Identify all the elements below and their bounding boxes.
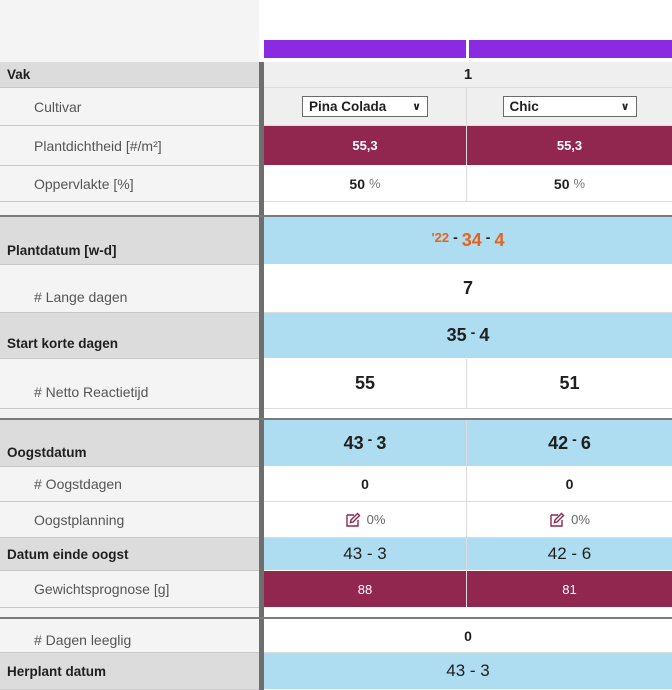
row-start-korte-dagen: Start korte dagen 35 - 4 xyxy=(0,313,672,359)
row-label: # Dagen leeglig xyxy=(0,619,259,653)
percent-unit: % xyxy=(369,176,381,191)
label-column-divider xyxy=(259,62,264,690)
row-label: # Oogstdagen xyxy=(0,467,259,502)
row-label: # Netto Reactietijd xyxy=(0,359,259,409)
row-label: Start korte dagen xyxy=(0,313,259,359)
row-plantdatum: Plantdatum [w-d] '22 - 34 - 4 xyxy=(0,217,672,265)
oogstplanning-cell-2[interactable]: 0% xyxy=(467,502,672,538)
oogst-day: 6 xyxy=(580,432,591,453)
oogstplanning-cell-1[interactable]: 0% xyxy=(264,502,467,538)
row-label: Oogstplanning xyxy=(0,502,259,538)
oogstdagen-value-1[interactable]: 0 xyxy=(264,467,467,502)
column-header-bar-2[interactable] xyxy=(469,40,672,58)
oppervlakte-value: 50 xyxy=(349,175,365,192)
row-label: Plantdichtheid [#/m²] xyxy=(0,126,259,166)
netto-value-1[interactable]: 55 xyxy=(264,359,467,409)
oogst-day: 3 xyxy=(376,432,387,453)
einde-oogst-value-2: 42 - 6 xyxy=(467,538,672,571)
herplant-value: 43 - 3 xyxy=(264,653,672,690)
top-left-corner xyxy=(0,0,259,62)
cultivar-select-1[interactable]: Pina Colada ∨ xyxy=(302,96,428,117)
row-label: Herplant datum xyxy=(0,653,259,690)
row-label: Oppervlakte [%] xyxy=(0,166,259,202)
gap-label-area xyxy=(0,608,259,618)
section-divider xyxy=(0,418,672,420)
oogstplanning-percent: 0% xyxy=(571,512,590,527)
section-gap xyxy=(0,608,672,618)
oogstplanning-percent: 0% xyxy=(366,512,386,527)
row-oogstdagen: # Oogstdagen 0 0 xyxy=(0,467,672,502)
vak-number: 1 xyxy=(264,62,672,88)
gewicht-value-1[interactable]: 88 xyxy=(264,571,467,608)
date-separator: - xyxy=(453,228,458,245)
cultivar-select-2[interactable]: Chic ∨ xyxy=(502,96,637,117)
section-gap xyxy=(0,409,672,419)
cultivar-cell-1: Pina Colada ∨ xyxy=(264,88,467,126)
cultivar-cell-2: Chic ∨ xyxy=(467,88,672,126)
cultivar-value: Pina Colada xyxy=(309,99,387,114)
plantdatum-year: '22 xyxy=(431,230,450,245)
start-day: 4 xyxy=(479,325,490,345)
date-separator: - xyxy=(572,431,577,447)
oogstdatum-value-1[interactable]: 43 - 3 xyxy=(264,420,467,467)
row-label: # Lange dagen xyxy=(0,265,259,313)
einde-oogst-value-1: 43 - 3 xyxy=(264,538,467,571)
row-oppervlakte: Oppervlakte [%] 50% 50% xyxy=(0,166,672,202)
plantdatum-day: 4 xyxy=(494,230,505,250)
start-week: 35 xyxy=(446,325,467,345)
row-lange-dagen: # Lange dagen 7 xyxy=(0,265,672,313)
oogst-week: 43 xyxy=(343,432,364,453)
date-separator: - xyxy=(485,228,491,245)
leeglig-value[interactable]: 0 xyxy=(264,619,672,653)
row-herplant-datum: Herplant datum 43 - 3 xyxy=(0,653,672,690)
lange-dagen-value[interactable]: 7 xyxy=(264,265,672,313)
edit-icon[interactable] xyxy=(549,512,565,528)
row-plantdichtheid: Plantdichtheid [#/m²] 55,3 55,3 xyxy=(0,126,672,166)
cultivar-value: Chic xyxy=(509,99,539,114)
oogst-week: 42 xyxy=(548,432,569,453)
column-header-bar-1[interactable] xyxy=(264,40,466,58)
row-gewichtsprognose: Gewichtsprognose [g] 88 81 xyxy=(0,571,672,608)
oogstdagen-value-2[interactable]: 0 xyxy=(467,467,672,502)
chevron-down-icon: ∨ xyxy=(620,101,630,113)
row-netto-reactietijd: # Netto Reactietijd 55 51 xyxy=(0,359,672,409)
oppervlakte-cell-2[interactable]: 50% xyxy=(467,166,672,202)
row-label: Datum einde oogst xyxy=(0,538,259,571)
section-divider xyxy=(0,215,672,217)
row-vak: Vak 1 xyxy=(0,62,672,88)
row-label: Gewichtsprognose [g] xyxy=(0,571,259,608)
row-label: Cultivar xyxy=(0,88,259,126)
percent-unit: % xyxy=(573,176,586,191)
date-separator: - xyxy=(367,431,373,447)
edit-icon[interactable] xyxy=(345,512,361,528)
plantdatum-value[interactable]: '22 - 34 - 4 xyxy=(264,217,672,265)
plantdichtheid-value-1[interactable]: 55,3 xyxy=(264,126,467,166)
row-label: Plantdatum [w-d] xyxy=(0,217,259,265)
row-cultivar: Cultivar Pina Colada ∨ Chic ∨ xyxy=(0,88,672,126)
row-dagen-leeglig: # Dagen leeglig 0 xyxy=(0,619,672,653)
row-label: Oogstdatum xyxy=(0,420,259,467)
gap-label-area xyxy=(0,409,259,419)
netto-value-2[interactable]: 51 xyxy=(467,359,672,409)
start-korte-dagen-value: 35 - 4 xyxy=(264,313,672,359)
gewicht-value-2[interactable]: 81 xyxy=(467,571,672,608)
row-oogstdatum: Oogstdatum 43 - 3 42 - 6 xyxy=(0,420,672,467)
oppervlakte-value: 50 xyxy=(553,175,570,192)
section-divider xyxy=(0,617,672,619)
plantdatum-week: 34 xyxy=(461,230,482,250)
gap-label-area xyxy=(0,202,259,216)
oogstdatum-value-2[interactable]: 42 - 6 xyxy=(467,420,672,467)
oppervlakte-cell-1[interactable]: 50% xyxy=(264,166,467,202)
chevron-down-icon: ∨ xyxy=(412,101,421,113)
date-separator: - xyxy=(470,323,476,340)
row-label: Vak xyxy=(0,62,259,88)
plantdichtheid-value-2[interactable]: 55,3 xyxy=(467,126,672,166)
section-gap xyxy=(0,202,672,216)
row-oogstplanning: Oogstplanning 0% 0% xyxy=(0,502,672,538)
row-datum-einde-oogst: Datum einde oogst 43 - 3 42 - 6 xyxy=(0,538,672,571)
